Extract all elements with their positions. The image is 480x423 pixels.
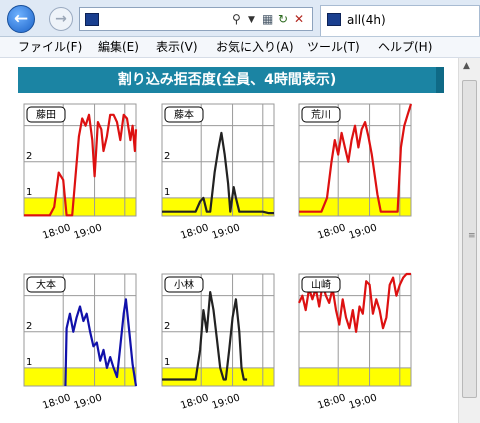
series-line <box>299 103 413 213</box>
name-label: 小林 <box>174 278 194 291</box>
tab-title: all(4h) <box>347 13 386 27</box>
x-tick-label: 18:00 <box>316 222 347 241</box>
y-tick-label: 1 <box>26 357 32 368</box>
plot-area <box>162 104 274 216</box>
threshold-band <box>24 197 136 216</box>
scroll-grip-icon: ≡ <box>468 231 476 241</box>
chart-panel-fujita: 1 2 藤田 18:00 19:00 <box>20 100 150 260</box>
x-tick-label: 18:00 <box>316 392 347 411</box>
page-header-banner: 割り込み拒否度(全員、4時間表示) <box>18 67 444 93</box>
browser-toolbar: ← → ⚲ ▼ ▦ ↻ ✕ all(4h) <box>0 0 480 37</box>
plot-area <box>299 104 411 216</box>
plot-border <box>298 103 412 217</box>
back-button[interactable]: ← <box>7 5 35 33</box>
plot-border <box>161 273 275 387</box>
plot-area <box>162 274 274 386</box>
threshold-band <box>24 367 136 386</box>
series-line <box>64 298 138 387</box>
page-content: 割り込み拒否度(全員、4時間表示) 1 2 藤田 18:00 19:00 1 2 藤本 18:… <box>0 58 458 423</box>
threshold-band <box>299 367 411 386</box>
chart-panel-fujimoto: 1 2 藤本 18:00 19:00 <box>158 100 288 260</box>
back-arrow-icon: ← <box>13 9 29 29</box>
series-line <box>162 291 248 381</box>
y-tick-label: 1 <box>164 187 170 198</box>
x-tick-label: 18:00 <box>41 222 72 241</box>
x-tick-label: 19:00 <box>73 392 104 411</box>
y-tick-label: 2 <box>26 151 32 162</box>
compatibility-view-icon[interactable]: ▦ <box>262 12 274 26</box>
chart-svg: 1 2 小林 18:00 19:00 <box>161 273 275 412</box>
browser-tab[interactable]: all(4h) <box>320 5 480 36</box>
name-label-box <box>164 276 204 293</box>
name-label: 藤田 <box>36 109 56 121</box>
menu-bar: ファイル(F) 編集(E) 表示(V) お気に入り(A) ツール(T) ヘルプ(… <box>0 37 480 58</box>
scrollbar-thumb[interactable]: ≡ <box>462 80 477 398</box>
y-tick-label: 1 <box>164 357 170 368</box>
name-label-box <box>301 106 341 123</box>
threshold-band <box>162 197 274 216</box>
plot-border <box>298 273 412 387</box>
series-line <box>162 131 274 215</box>
name-label: 山崎 <box>311 278 331 291</box>
address-bar[interactable]: ⚲ ▼ ▦ ↻ ✕ <box>79 7 313 31</box>
series-line <box>298 272 411 333</box>
stop-icon[interactable]: ✕ <box>294 12 305 26</box>
menu-help[interactable]: ヘルプ(H) <box>378 40 433 54</box>
scroll-up-arrow-icon[interactable]: ▲ <box>463 61 470 71</box>
forward-arrow-icon: → <box>55 11 67 27</box>
chart-svg: 山崎 18:00 19:00 <box>298 272 412 412</box>
chart-panel-yamazaki: 山崎 18:00 19:00 <box>295 270 425 423</box>
x-tick-label: 19:00 <box>211 392 242 411</box>
x-tick-label: 18:00 <box>41 392 72 411</box>
menu-view[interactable]: 表示(V) <box>156 40 198 54</box>
x-tick-label: 19:00 <box>348 392 379 411</box>
name-label: 荒川 <box>311 109 331 121</box>
chart-panel-kobayashi: 1 2 小林 18:00 19:00 <box>158 270 288 423</box>
menu-favorites[interactable]: お気に入り(A) <box>216 40 294 54</box>
x-tick-label: 18:00 <box>179 222 210 241</box>
menu-tools[interactable]: ツール(T) <box>307 40 360 54</box>
threshold-band <box>299 197 411 216</box>
name-label-box <box>164 106 204 123</box>
name-label-box <box>301 276 341 293</box>
tab-favicon-icon <box>327 13 341 26</box>
menu-file[interactable]: ファイル(F) <box>18 40 83 54</box>
name-label: 藤本 <box>174 108 194 121</box>
x-tick-label: 19:00 <box>211 222 242 241</box>
y-tick-label: 2 <box>164 321 170 332</box>
x-tick-label: 18:00 <box>179 392 210 411</box>
plot-border <box>23 273 137 387</box>
plot-border <box>23 103 137 217</box>
dropdown-arrow-icon[interactable]: ▼ <box>248 15 255 25</box>
y-tick-label: 2 <box>164 151 170 162</box>
name-label-box <box>26 276 66 293</box>
refresh-icon[interactable]: ↻ <box>278 12 289 26</box>
y-tick-label: 1 <box>26 187 32 198</box>
chart-svg: 荒川 18:00 19:00 <box>298 103 413 242</box>
forward-button[interactable]: → <box>49 7 73 31</box>
chart-panel-arakawa: 荒川 18:00 19:00 <box>295 100 425 260</box>
name-label: 大本 <box>36 278 56 291</box>
y-tick-label: 2 <box>26 321 32 332</box>
address-input[interactable] <box>104 11 224 27</box>
series-line <box>24 113 138 217</box>
chart-panel-omoto: 1 2 大本 18:00 19:00 <box>20 270 150 423</box>
plot-border <box>161 103 275 217</box>
threshold-band <box>162 367 274 386</box>
chart-svg: 1 2 大本 18:00 19:00 <box>23 273 138 412</box>
name-label-box <box>26 106 66 123</box>
site-favicon-icon <box>85 13 99 26</box>
chart-svg: 1 2 藤本 18:00 19:00 <box>161 103 275 242</box>
x-tick-label: 19:00 <box>73 222 104 241</box>
menu-edit[interactable]: 編集(E) <box>98 40 139 54</box>
search-icon[interactable]: ⚲ <box>232 12 241 26</box>
vertical-scrollbar[interactable]: ▲ ≡ <box>458 58 480 423</box>
chart-svg: 1 2 藤田 18:00 19:00 <box>23 103 138 242</box>
x-tick-label: 19:00 <box>348 222 379 241</box>
